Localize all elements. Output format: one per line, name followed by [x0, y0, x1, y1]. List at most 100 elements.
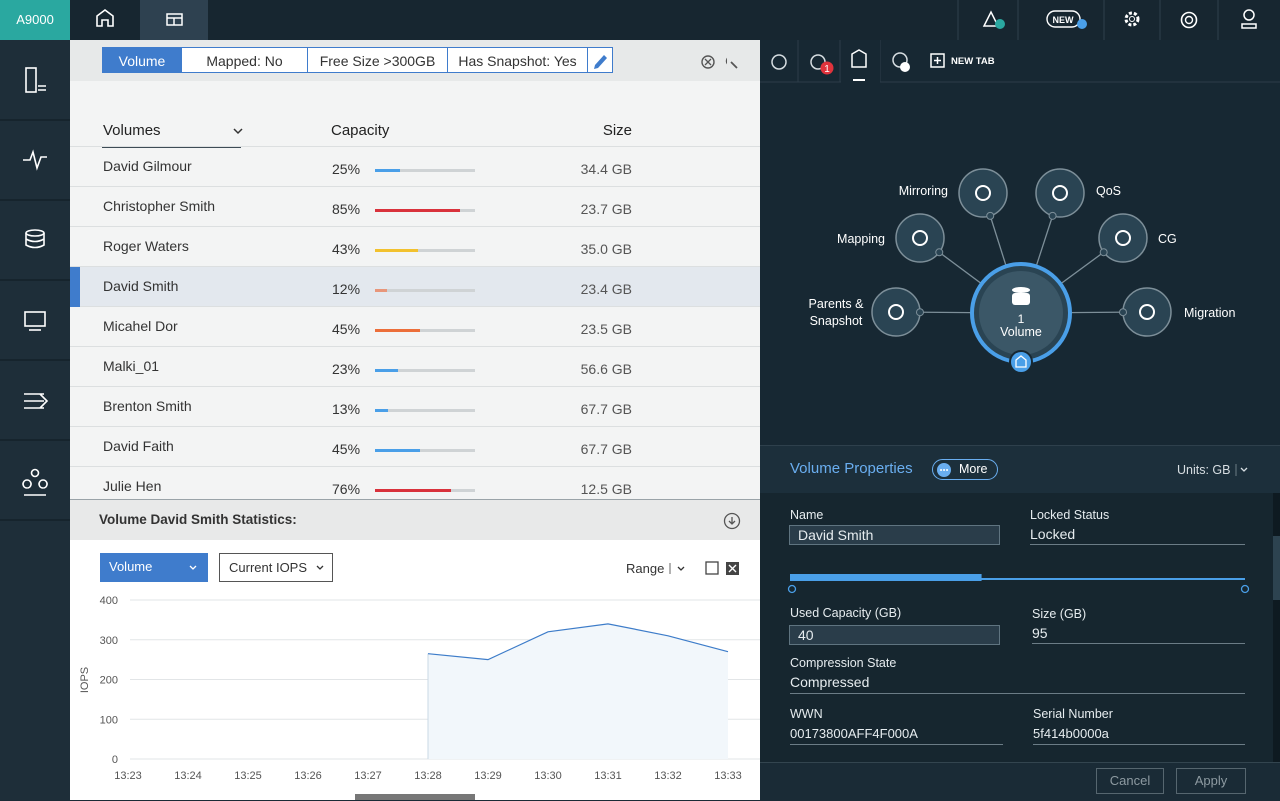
x-tick-label: 13:28 — [414, 770, 442, 782]
object-select[interactable]: Volume — [100, 553, 208, 582]
new-tab-icon[interactable] — [930, 53, 945, 68]
x-tick-label: 13:31 — [594, 770, 622, 782]
topology-node[interactable] — [895, 213, 945, 263]
volume-size: 67.7 GB — [580, 441, 632, 457]
volume-name: Malki_01 — [103, 358, 160, 374]
filter-chip[interactable]: Free Size >300GB — [307, 47, 448, 73]
range-label[interactable]: Range — [626, 561, 665, 576]
close-x — [728, 564, 737, 573]
new-tab-label[interactable]: NEW TAB — [951, 56, 995, 67]
column-header[interactable]: Volumes — [103, 122, 161, 139]
table-row[interactable]: Christopher Smith 85% 23.7 GB — [70, 187, 760, 227]
name-input[interactable]: David Smith — [789, 525, 1000, 545]
node-icon — [1115, 230, 1131, 246]
filter-chip[interactable]: Mapped: No — [181, 47, 308, 73]
table-row[interactable]: Malki_01 23% 56.6 GB — [70, 347, 760, 387]
slider-handle[interactable] — [787, 584, 797, 594]
capacity-label: 45% — [332, 321, 361, 337]
migration-icon[interactable] — [24, 393, 49, 409]
node-label: CG — [1158, 232, 1177, 246]
metric-select[interactable]: Current IOPS — [219, 553, 333, 582]
connector-dot — [1099, 248, 1108, 257]
node-icon — [1139, 304, 1155, 320]
expand-icon[interactable] — [705, 561, 719, 575]
hosts-icon[interactable] — [24, 311, 46, 327]
tab-icon[interactable] — [771, 54, 787, 70]
slider-handle[interactable] — [1240, 584, 1250, 594]
topology-node[interactable] — [1098, 213, 1148, 263]
topology-node[interactable] — [871, 287, 921, 337]
topology-node[interactable] — [958, 168, 1008, 218]
table-row[interactable]: Brenton Smith 13% 67.7 GB — [70, 387, 760, 427]
table-row[interactable]: David Smith 12% 23.4 GB — [70, 267, 760, 307]
more-button[interactable]: More — [932, 459, 998, 480]
underline — [790, 693, 1245, 694]
node-label: Parents & — [809, 297, 865, 311]
monitor-icon[interactable] — [23, 149, 47, 171]
alert-icon[interactable] — [982, 10, 1000, 27]
table-row[interactable]: Julie Hen 76% 12.5 GB — [70, 467, 760, 501]
chevron[interactable] — [677, 566, 685, 571]
slider-track — [790, 578, 1245, 580]
scroll-thumb[interactable] — [1273, 536, 1280, 600]
capacity-track — [375, 449, 475, 452]
home-badge[interactable] — [1009, 350, 1033, 374]
capacity-label: 45% — [332, 441, 361, 457]
cancel-button[interactable]: Cancel — [1096, 768, 1164, 794]
center-label: Volume — [1000, 325, 1042, 339]
table-row[interactable]: Roger Waters 43% 35.0 GB — [70, 227, 760, 267]
selection-marker — [70, 267, 80, 307]
help-icon[interactable] — [1180, 11, 1198, 29]
capacity-label: 13% — [332, 401, 361, 417]
sidebar — [0, 40, 70, 800]
x-tick-label: 13:24 — [174, 770, 202, 782]
capacity-label: 76% — [332, 481, 361, 497]
field-value: Compressed — [790, 674, 870, 690]
more-icon — [937, 463, 951, 477]
search-icon[interactable] — [725, 57, 728, 66]
used-input[interactable]: 40 — [789, 625, 1000, 645]
apply-button[interactable]: Apply — [1176, 768, 1246, 794]
edit-icon — [594, 55, 607, 69]
units-select[interactable]: Units: GB — [1177, 463, 1231, 477]
capacity-track — [375, 169, 475, 172]
sidebar-dividers — [0, 119, 70, 521]
home-icon[interactable] — [96, 9, 114, 27]
tab-icon[interactable] — [851, 49, 867, 68]
filter-chip[interactable]: Volume — [102, 47, 182, 73]
topology-node[interactable] — [1035, 168, 1085, 218]
users-icon[interactable] — [30, 468, 40, 478]
settings-icon[interactable] — [1124, 11, 1140, 27]
download-ring — [723, 512, 741, 530]
scrollbar[interactable] — [355, 794, 475, 800]
select-chevrons — [189, 565, 324, 570]
table-body: David Gilmour 25% 34.4 GB Christopher Smith… — [70, 146, 760, 501]
download-arrow — [728, 517, 736, 525]
topology-node[interactable] — [1122, 287, 1172, 337]
clear-icon[interactable] — [701, 55, 715, 69]
sort-chevron[interactable] — [232, 126, 244, 136]
table-row[interactable]: Micahel Dor 45% 23.5 GB — [70, 307, 760, 347]
capacity-bar — [375, 449, 420, 452]
active-tab[interactable] — [841, 40, 880, 83]
y-tick-label: 100 — [100, 714, 118, 726]
volume-size: 35.0 GB — [580, 241, 632, 257]
filter-chip[interactable]: Has Snapshot: Yes — [447, 47, 588, 73]
brand[interactable]: A9000 — [0, 0, 70, 40]
download-icon[interactable] — [722, 511, 742, 531]
tab-underline — [853, 79, 865, 81]
volume-name: David Gilmour — [103, 158, 192, 174]
underline — [1033, 744, 1245, 745]
settings-core — [1129, 16, 1135, 22]
volume-name: David Faith — [103, 438, 174, 454]
capacity-label: 23% — [332, 361, 361, 377]
alert-count: 1 — [824, 64, 830, 75]
new-pill[interactable] — [1046, 10, 1081, 28]
underline — [1030, 544, 1245, 545]
table-row[interactable]: David Gilmour 25% 34.4 GB — [70, 147, 760, 187]
system-icon[interactable] — [25, 67, 37, 93]
capacity-track — [375, 409, 475, 412]
user-icon[interactable] — [1243, 9, 1255, 21]
table-row[interactable]: David Faith 45% 67.7 GB — [70, 427, 760, 467]
column-header: Size — [602, 122, 632, 139]
